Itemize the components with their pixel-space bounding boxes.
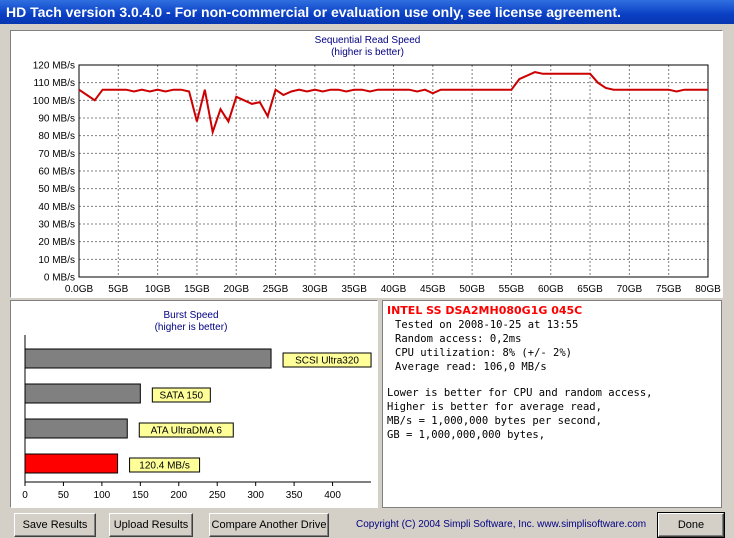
burst-x-tick-label: 50 <box>58 490 70 501</box>
note-higher-better: Higher is better for average read, <box>387 401 602 413</box>
read-speed-line <box>78 71 708 137</box>
burst-chart-subtitle: (higher is better) <box>154 322 228 333</box>
burst-x-tick-label: 300 <box>247 490 264 501</box>
y-tick-label: 120 MB/s <box>33 61 75 72</box>
sequential-chart-title: Sequential Read Speed <box>314 35 421 46</box>
burst-x-tick-label: 250 <box>209 490 226 501</box>
burst-x-tick-label: 400 <box>324 490 341 501</box>
x-tick-label: 5GB <box>108 284 128 295</box>
tested-on: Tested on 2008-10-25 at 13:55 <box>395 319 579 331</box>
results-info-panel: INTEL SS DSA2MH080G1G 045C Tested on 200… <box>382 300 722 508</box>
burst-bar-label: SCSI Ultra320 <box>295 356 359 367</box>
burst-bar-label: ATA UltraDMA 6 <box>151 426 223 437</box>
x-tick-label: 20GB <box>223 284 249 295</box>
sequential-chart-panel: Sequential Read Speed (higher is better)… <box>10 30 723 298</box>
burst-bar <box>24 453 119 474</box>
burst-x-tick-label: 150 <box>132 490 149 501</box>
burst-x-tick-label: 350 <box>286 490 303 501</box>
y-tick-label: 0 MB/s <box>44 273 75 284</box>
save-results-button[interactable]: Save Results <box>14 513 96 537</box>
x-tick-label: 15GB <box>184 284 210 295</box>
x-tick-label: 70GB <box>617 284 643 295</box>
y-tick-label: 20 MB/s <box>38 237 75 248</box>
burst-chart-svg: 0 50 100 150 200 250 300 350 400 SCSI Ultra320 SAT… <box>22 335 372 501</box>
x-tick-label: 55GB <box>499 284 525 295</box>
x-tick-label: 45GB <box>420 284 446 295</box>
burst-bar-label-box <box>138 422 234 438</box>
upload-results-button[interactable]: Upload Results <box>109 513 193 537</box>
burst-bar-label-box <box>282 352 372 368</box>
burst-chart-panel: Burst Speed (higher is better) 0 50 100 150… <box>10 300 378 508</box>
random-access: Random access: 0,2ms <box>395 333 522 345</box>
y-tick-label: 60 MB/s <box>38 167 75 178</box>
burst-bar-label-box <box>129 457 201 473</box>
burst-bar-label: SATA 150 <box>160 391 204 402</box>
x-tick-label: 40GB <box>381 284 407 295</box>
note-mbs-definition: MB/s = 1,000,000 bytes per second, <box>387 415 602 427</box>
burst-bar <box>24 383 141 404</box>
note-gb-definition: GB = 1,000,000,000 bytes, <box>387 429 546 441</box>
note-lower-better: Lower is better for CPU and random acces… <box>387 387 653 399</box>
x-tick-label: 0.0GB <box>65 284 94 295</box>
copyright-link[interactable]: Copyright (C) 2004 Simpli Software, Inc.… <box>356 519 647 530</box>
cpu-utilization: CPU utilization: 8% (+/- 2%) <box>395 347 573 359</box>
burst-bar <box>24 418 128 439</box>
x-tick-label: 50GB <box>459 284 485 295</box>
plot-frame <box>78 64 709 278</box>
done-button[interactable]: Done <box>657 512 725 538</box>
y-tick-label: 30 MB/s <box>38 220 75 231</box>
x-tick-label: 10GB <box>145 284 171 295</box>
sequential-chart-subtitle: (higher is better) <box>331 47 404 58</box>
burst-x-tick-label: 0 <box>22 490 28 501</box>
x-tick-label: 60GB <box>538 284 564 295</box>
window-title: HD Tach version 3.0.4.0 - For non-commer… <box>0 0 734 24</box>
burst-chart-title: Burst Speed <box>163 310 219 321</box>
average-read: Average read: 106,0 MB/s <box>395 361 547 373</box>
x-tick-label: 75GB <box>656 284 682 295</box>
burst-x-tick-label: 100 <box>94 490 111 501</box>
compare-drive-button[interactable]: Compare Another Drive <box>209 513 329 537</box>
y-tick-label: 90 MB/s <box>38 114 75 125</box>
burst-x-tick-label: 200 <box>170 490 187 501</box>
y-tick-label: 40 MB/s <box>38 202 75 213</box>
x-tick-label: 80GB <box>695 284 721 295</box>
x-tick-label: 65GB <box>577 284 603 295</box>
y-tick-label: 110 MB/s <box>34 78 76 89</box>
x-tick-label: 25GB <box>263 284 289 295</box>
y-tick-label: 80 MB/s <box>38 131 75 142</box>
x-tick-label: 30GB <box>302 284 328 295</box>
burst-bar-label: 120.4 MB/s <box>139 461 190 472</box>
burst-bar-label-box <box>151 387 211 403</box>
sequential-chart-svg: 0 MB/s 10 MB/s 20 MB/s 30 MB/s 40 MB/s 50 MB/… <box>33 61 721 296</box>
drive-name: INTEL SS DSA2MH080G1G 045C <box>387 304 583 317</box>
y-tick-label: 70 MB/s <box>38 149 75 160</box>
x-tick-label: 35GB <box>341 284 367 295</box>
burst-bar <box>24 348 272 369</box>
y-tick-label: 10 MB/s <box>38 255 75 266</box>
y-tick-label: 50 MB/s <box>38 184 75 195</box>
y-tick-label: 100 MB/s <box>33 96 75 107</box>
